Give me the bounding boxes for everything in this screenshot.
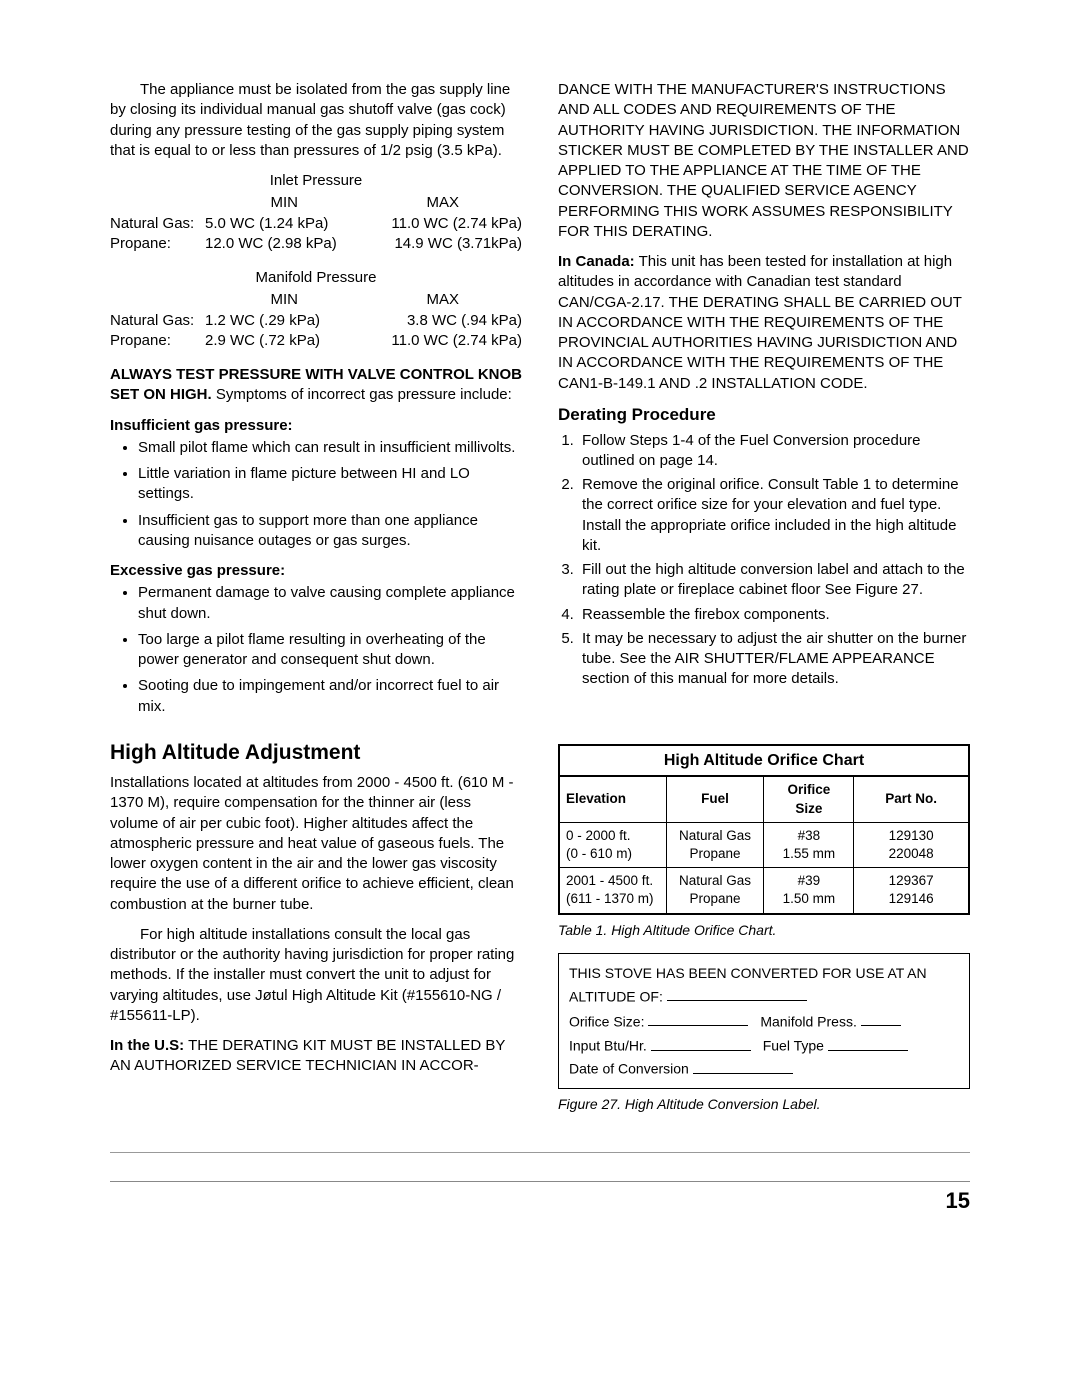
left-column: The appliance must be isolated from the … [110,80,522,1128]
inlet-header-row: MIN MAX [110,193,522,213]
inlet-min-header: MIN [205,193,364,213]
manifold-row-propane: Propane: 2.9 WC (.72 kPa) 11.0 WC (2.74 … [110,331,522,351]
table-title: High Altitude Orifice Chart [560,746,968,777]
list-item: Insufficient gas to support more than on… [138,511,522,552]
continuation-paragraph: DANCE WITH THE MANUFACTURER'S INSTRUCTIO… [558,80,970,242]
excessive-header: Excessive gas pressure: [110,561,522,581]
th-orifice-size: OrificeSize [764,777,854,822]
intro-paragraph: The appliance must be isolated from the … [110,80,522,161]
insufficient-header: Insufficient gas pressure: [110,416,522,436]
page-number: 15 [110,1181,970,1216]
footer-rule [110,1152,970,1153]
inlet-title: Inlet Pressure [110,171,522,191]
haa-paragraph-1: Installations located at altitudes from … [110,773,522,915]
derating-heading: Derating Procedure [558,404,970,427]
list-item: Small pilot flame which can result in in… [138,438,522,458]
th-elevation: Elevation [560,777,666,822]
table-header-row: Elevation Fuel OrificeSize Part No. [560,777,968,822]
inlet-row-naturalgas: Natural Gas: 5.0 WC (1.24 kPa) 11.0 WC (… [110,214,522,234]
test-pressure-note: ALWAYS TEST PRESSURE WITH VALVE CONTROL … [110,365,522,406]
us-note: In the U.S: THE DERATING KIT MUST BE INS… [110,1036,522,1077]
list-item: Follow Steps 1-4 of the Fuel Conversion … [578,431,970,472]
inlet-pressure-block: Inlet Pressure MIN MAX Natural Gas: 5.0 … [110,171,522,254]
list-item: Permanent damage to valve causing comple… [138,583,522,624]
th-fuel: Fuel [666,777,764,822]
inlet-max-header: MAX [364,193,523,213]
manifold-pressure-block: Manifold Pressure MIN MAX Natural Gas: 1… [110,268,522,351]
haa-paragraph-2: For high altitude installations consult … [110,925,522,1026]
derating-steps: Follow Steps 1-4 of the Fuel Conversion … [558,431,970,690]
list-item: Sooting due to impingement and/or incorr… [138,676,522,717]
manifold-title: Manifold Pressure [110,268,522,288]
inlet-row-propane: Propane: 12.0 WC (2.98 kPa) 14.9 WC (3.7… [110,234,522,254]
manifold-header-row: MIN MAX [110,290,522,310]
label-line-1: THIS STOVE HAS BEEN CONVERTED FOR USE AT… [569,962,959,1007]
manifold-min-header: MIN [205,290,364,310]
table-caption: Table 1. High Altitude Orifice Chart. [558,921,970,940]
label-line-3: Input Btu/Hr. Fuel Type [569,1034,959,1057]
figure-caption: Figure 27. High Altitude Conversion Labe… [558,1095,970,1114]
th-part-no: Part No. [854,777,968,822]
table-row: 2001 - 4500 ft.(611 - 1370 m) Natural Ga… [560,868,968,913]
label-line-2: Orifice Size: Manifold Press. [569,1010,959,1033]
manifold-row-naturalgas: Natural Gas: 1.2 WC (.29 kPa) 3.8 WC (.9… [110,311,522,331]
high-altitude-heading: High Altitude Adjustment [110,739,522,767]
right-column: DANCE WITH THE MANUFACTURER'S INSTRUCTIO… [558,80,970,1128]
manifold-max-header: MAX [364,290,523,310]
list-item: Remove the original orifice. Consult Tab… [578,475,970,556]
canada-note: In Canada: This unit has been tested for… [558,252,970,394]
label-line-4: Date of Conversion [569,1057,959,1080]
excessive-list: Permanent damage to valve causing comple… [110,583,522,717]
list-item: Reassemble the firebox components. [578,605,970,625]
list-item: It may be necessary to adjust the air sh… [578,629,970,690]
page-columns: The appliance must be isolated from the … [110,80,970,1128]
insufficient-list: Small pilot flame which can result in in… [110,438,522,551]
list-item: Too large a pilot flame resulting in ove… [138,630,522,671]
table-row: 0 - 2000 ft.(0 - 610 m) Natural GasPropa… [560,822,968,867]
conversion-label-box: THIS STOVE HAS BEEN CONVERTED FOR USE AT… [558,953,970,1089]
orifice-chart-table: High Altitude Orifice Chart Elevation Fu… [558,744,970,915]
list-item: Fill out the high altitude conversion la… [578,560,970,601]
list-item: Little variation in flame picture betwee… [138,464,522,505]
